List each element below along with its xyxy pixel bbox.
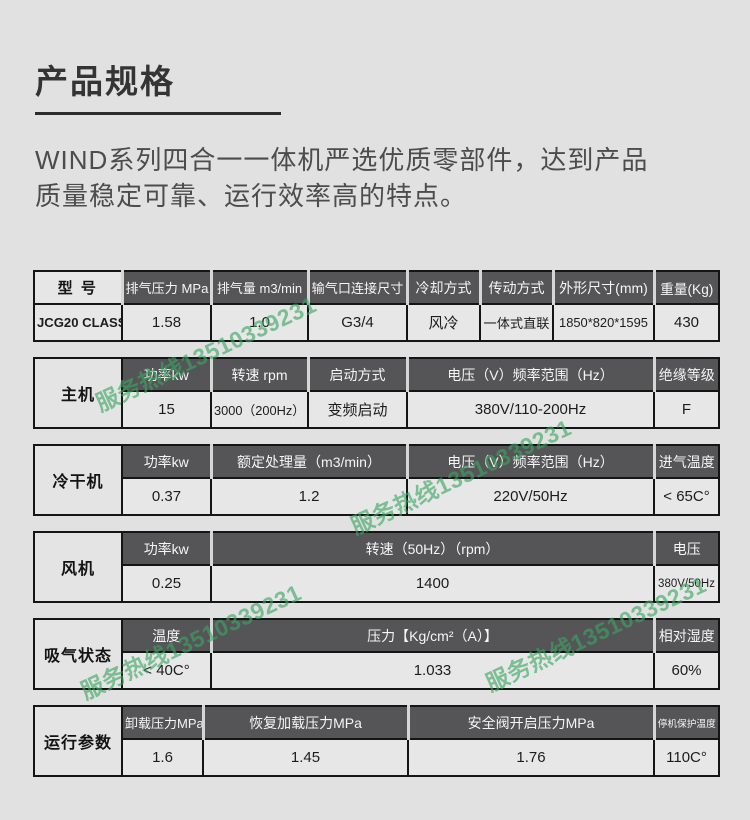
row-group-label: 主机 — [34, 358, 123, 428]
column-header: 排气压力 MPa — [120, 271, 211, 305]
column-header: 电压 — [652, 532, 719, 566]
column-header: 功率kw — [121, 532, 211, 566]
value-cell: JCG20 CLASS — [34, 304, 122, 341]
column-header: 型 号 — [34, 271, 122, 305]
value-cell: 380V/110-200Hz — [406, 391, 654, 428]
spec-table-cold-dryer: 冷干机 功率kw 额定处理量（m3/min） 电压（V）频率范围（Hz） 进气温度 0.3… — [33, 444, 720, 516]
value-cell: 0.25 — [122, 565, 211, 602]
value-cell: 1850*820*1595 — [552, 304, 654, 341]
column-header: 冷却方式 — [405, 271, 480, 305]
row-group-label: 冷干机 — [34, 445, 123, 515]
column-header: 电压（V）频率范围（Hz） — [405, 445, 654, 479]
value-cell: 1.76 — [407, 739, 654, 776]
column-header: 转速（50Hz）（rpm） — [209, 532, 654, 566]
value-cell: 3000（200Hz） — [210, 391, 308, 428]
column-header: 恢复加载压力MPa — [201, 706, 408, 740]
row-group-label: 运行参数 — [34, 706, 123, 776]
row-group-label: 风机 — [34, 532, 123, 602]
column-header: 输气口连接尺寸 — [306, 271, 407, 305]
value-cell: 1.2 — [210, 478, 407, 515]
value-cell: 1.0 — [210, 304, 308, 341]
column-header: 功率kw — [121, 358, 211, 392]
value-cell: 1.6 — [122, 739, 203, 776]
spec-table-operating-params: 运行参数 卸载压力MPa 恢复加载压力MPa 安全阀开启压力MPa 停机保护温度 1.6 1… — [33, 705, 720, 777]
value-cell: 220V/50Hz — [406, 478, 654, 515]
column-header: 相对湿度 — [652, 619, 719, 653]
value-cell: 变频启动 — [307, 391, 407, 428]
column-header: 压力【Kg/cm²（A）】 — [209, 619, 654, 653]
value-cell: 1.58 — [121, 304, 211, 341]
value-cell: 1.45 — [202, 739, 408, 776]
description-line-2: 质量稳定可靠、运行效率高的特点。 — [35, 181, 468, 211]
value-cell: 1400 — [210, 565, 654, 602]
spec-table-model-overview: 型 号排气压力 MPa 排气量 m3/min 输气口连接尺寸 冷却方式 传动方式 外形尺寸… — [33, 270, 720, 342]
value-cell: 15 — [122, 391, 211, 428]
page-title: 产品规格 — [35, 63, 175, 100]
product-description: WIND系列四合一一体机严选优质零部件，达到产品 质量稳定可靠、运行效率高的特点… — [35, 142, 695, 214]
column-header: 外形尺寸(mm) — [551, 271, 654, 305]
value-cell: 430 — [653, 304, 719, 341]
column-header: 电压（V）频率范围（Hz） — [405, 358, 654, 392]
value-cell: 60% — [653, 652, 719, 689]
column-header: 重量(Kg) — [652, 271, 719, 305]
value-cell: F — [653, 391, 719, 428]
spec-table-suction-state: 吸气状态 温度 压力【Kg/cm²（A）】 相对湿度 < 40C° 1.033 60% — [33, 618, 720, 690]
column-header: 温度 — [121, 619, 211, 653]
column-header: 安全阀开启压力MPa — [406, 706, 654, 740]
value-cell: 380V/50Hz — [653, 565, 719, 602]
column-header: 停机保护温度 — [652, 706, 719, 740]
title-underline — [35, 112, 281, 115]
column-header: 转速 rpm — [209, 358, 308, 392]
column-header: 卸载压力MPa — [121, 706, 203, 740]
value-cell: 1.033 — [210, 652, 654, 689]
column-header: 启动方式 — [306, 358, 407, 392]
column-header: 功率kw — [121, 445, 211, 479]
spec-tables: 型 号排气压力 MPa 排气量 m3/min 输气口连接尺寸 冷却方式 传动方式 外形尺寸… — [33, 270, 720, 792]
column-header: 传动方式 — [478, 271, 553, 305]
column-header: 排气量 m3/min — [209, 271, 308, 305]
value-cell: 一体式直联 — [479, 304, 553, 341]
spec-table-fan: 风机 功率kw 转速（50Hz）（rpm） 电压 0.25 1400 380V/50Hz — [33, 531, 720, 603]
description-line-1: WIND系列四合一一体机严选优质零部件，达到产品 — [35, 145, 649, 175]
column-header: 额定处理量（m3/min） — [209, 445, 407, 479]
column-header: 绝缘等级 — [652, 358, 719, 392]
column-header: 进气温度 — [652, 445, 719, 479]
row-group-label: 吸气状态 — [34, 619, 123, 689]
spec-table-main-machine: 主机 功率kw 转速 rpm 启动方式 电压（V）频率范围（Hz） 绝缘等级 15 3000（… — [33, 357, 720, 429]
value-cell: < 40C° — [122, 652, 211, 689]
value-cell: G3/4 — [307, 304, 407, 341]
value-cell: 风冷 — [406, 304, 480, 341]
value-cell: 110C° — [653, 739, 719, 776]
value-cell: < 65C° — [653, 478, 719, 515]
value-cell: 0.37 — [122, 478, 211, 515]
